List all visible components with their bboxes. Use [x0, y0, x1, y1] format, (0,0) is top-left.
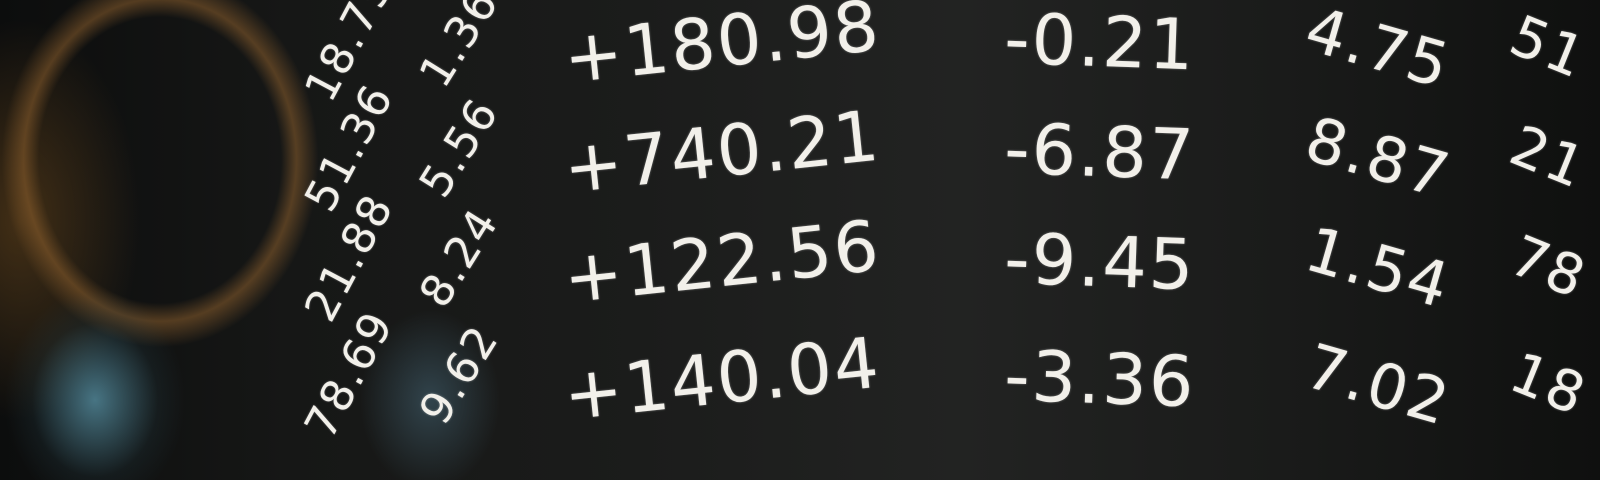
ticker-value: 78 — [1501, 223, 1596, 312]
ticker-value: 51.36 — [295, 75, 404, 220]
ticker-value: 8.24 — [409, 199, 510, 317]
ticker-value: -0.21 — [1003, 0, 1197, 87]
ticker-value: 9.62 — [409, 316, 510, 434]
ticker-value: -6.87 — [1003, 107, 1197, 197]
ticker-value: 78.69 — [295, 302, 404, 447]
ticker-value: 4.75 — [1297, 0, 1459, 103]
ticker-value: 7.02 — [1297, 329, 1459, 440]
ticker-value: 21.88 — [295, 185, 404, 330]
ticker-value: 21 — [1501, 113, 1596, 202]
ticker-value: 5.56 — [409, 89, 510, 207]
ticker-value: +180.98 — [559, 0, 885, 100]
ticker-value: +140.04 — [559, 321, 885, 437]
ticker-value: 1.36 — [409, 0, 510, 97]
ticker-value: +740.21 — [559, 94, 885, 210]
ticker-value: 1.54 — [1297, 212, 1459, 323]
ticker-value: 8.87 — [1297, 102, 1459, 213]
ticker-value: +122.56 — [559, 204, 885, 320]
ticker-value: 51 — [1501, 3, 1596, 92]
ticker-value: 18 — [1501, 340, 1596, 429]
ticker-value: -3.36 — [1003, 334, 1197, 424]
ticker-value: -9.45 — [1003, 217, 1197, 307]
